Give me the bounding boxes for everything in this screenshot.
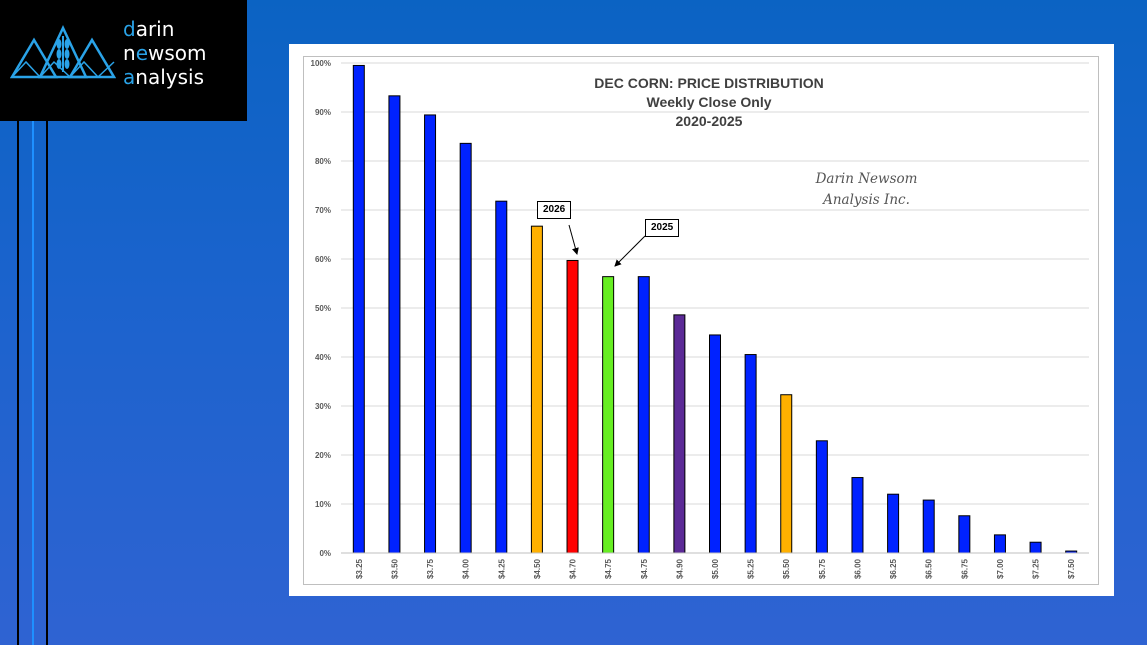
chart-title: DEC CORN: PRICE DISTRIBUTION Weekly Clos… xyxy=(569,74,849,131)
x-tick-label: $6.00 xyxy=(853,558,862,579)
y-tick-label: 70% xyxy=(315,206,331,215)
y-tick-label: 20% xyxy=(315,451,331,460)
y-tick-label: 60% xyxy=(315,255,331,264)
bar xyxy=(424,114,437,554)
y-tick-label: 80% xyxy=(315,157,331,166)
bar xyxy=(602,276,615,554)
x-tick-label: $5.00 xyxy=(711,558,720,579)
x-tick-label: $7.00 xyxy=(996,558,1005,579)
chart-border xyxy=(303,56,1099,585)
x-tick-label: $3.50 xyxy=(390,558,399,579)
x-tick-label: $6.75 xyxy=(960,558,969,579)
bar xyxy=(530,225,543,554)
bar xyxy=(637,276,650,554)
watermark-line: Analysis Inc. xyxy=(823,192,910,208)
watermark: Darin Newsom Analysis Inc. xyxy=(789,169,944,211)
bar xyxy=(673,314,686,554)
bar xyxy=(566,259,579,554)
y-tick-label: 90% xyxy=(315,108,331,117)
y-tick-label: 100% xyxy=(311,59,331,68)
chart-subtitle-line: Weekly Close Only xyxy=(646,94,772,110)
chart-title-line: DEC CORN: PRICE DISTRIBUTION xyxy=(594,75,824,91)
bar xyxy=(958,515,971,554)
annotation-arrow xyxy=(614,235,646,267)
y-tick-label: 30% xyxy=(315,402,331,411)
x-tick-label: $4.00 xyxy=(462,558,471,579)
decorative-line xyxy=(46,121,48,645)
callout-2025: 2025 xyxy=(645,219,680,237)
bar xyxy=(780,394,793,554)
brand-line-2: newsom xyxy=(123,41,207,65)
x-tick-label: $3.75 xyxy=(426,558,435,579)
annotation-arrow xyxy=(568,224,579,255)
watermark-line: Darin Newsom xyxy=(815,171,918,187)
y-tick-label: 10% xyxy=(315,500,331,509)
bar xyxy=(459,142,472,554)
x-tick-label: $7.50 xyxy=(1067,558,1076,579)
x-tick-label: $4.25 xyxy=(497,558,506,579)
bar xyxy=(887,493,900,554)
brand-line-3: analysis xyxy=(123,65,204,89)
x-tick-label: $4.90 xyxy=(675,558,684,579)
x-tick-label: $4.50 xyxy=(533,558,542,579)
x-tick-label: $5.50 xyxy=(782,558,791,579)
bar xyxy=(709,334,721,554)
x-tick-label: $4.70 xyxy=(569,558,578,579)
x-tick-label: $4.75 xyxy=(640,558,649,579)
x-tick-label: $6.50 xyxy=(925,558,934,579)
decorative-line xyxy=(17,121,19,645)
bar xyxy=(851,477,864,554)
x-tick-label: $6.25 xyxy=(889,558,898,579)
bar xyxy=(388,95,401,554)
x-tick-label: $7.25 xyxy=(1032,558,1041,579)
price-distribution-chart: 0% 10% 20% 30% 40% 50% 60% 70% 80% 90% 100% $3.25 $3… xyxy=(311,59,1089,579)
brand-name: darin newsom analysis xyxy=(123,17,207,89)
bar xyxy=(1029,541,1042,554)
x-tick-label: $4.75 xyxy=(604,558,613,579)
bar xyxy=(922,499,935,554)
logo-panel: darin newsom analysis xyxy=(0,0,247,121)
chart-panel: 0% 10% 20% 30% 40% 50% 60% 70% 80% 90% 100% $3.25 $3… xyxy=(289,44,1114,596)
bar xyxy=(744,354,757,554)
bar xyxy=(815,440,828,554)
bar xyxy=(495,200,508,554)
callout-2026: 2026 xyxy=(537,201,572,219)
chart-years-line: 2020-2025 xyxy=(675,113,743,129)
mountain-logo-icon xyxy=(10,25,116,79)
y-tick-label: 0% xyxy=(319,549,331,558)
x-tick-label: $5.25 xyxy=(747,558,756,579)
decorative-line xyxy=(32,121,34,645)
x-tick-label: $3.25 xyxy=(355,558,364,579)
y-tick-label: 50% xyxy=(315,304,331,313)
bar xyxy=(993,534,1006,554)
brand-line-1: darin xyxy=(123,17,175,41)
x-tick-label: $5.75 xyxy=(818,558,827,579)
y-tick-label: 40% xyxy=(315,353,331,362)
bar xyxy=(352,64,365,554)
